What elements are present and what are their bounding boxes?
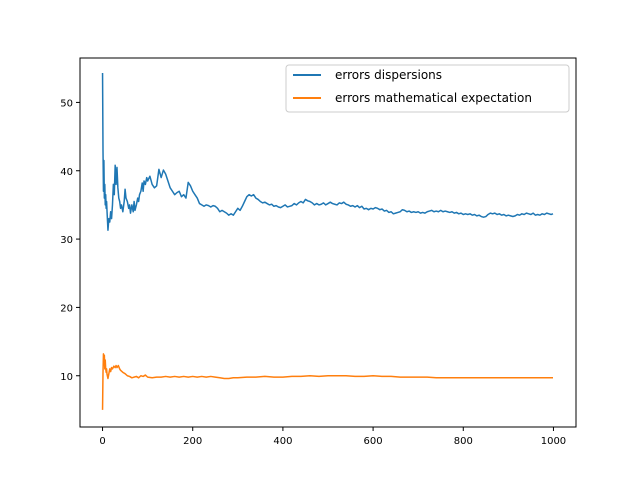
x-tick-label: 200 [183,436,202,447]
x-tick-label: 0 [99,436,105,447]
series-line-errors-dispersions [101,73,554,231]
legend-box [285,64,570,113]
x-tick-label: 600 [364,436,383,447]
y-tick-label: 50 [60,98,73,109]
x-tick-label: 400 [273,436,292,447]
y-tick-label: 40 [60,167,73,178]
x-tick-label: 800 [454,436,473,447]
legend-label-errors-dispersions: errors dispersions [335,68,442,82]
legend-label-errors-mathematical-expectation: errors mathematical expectation [335,91,532,105]
legend: errors dispersions errors mathematical e… [285,64,570,113]
y-tick-label: 20 [60,303,73,314]
y-tick-label: 30 [60,235,73,246]
axis-layer: 0 200 400 600 800 1000 10 20 30 40 50 [60,98,566,447]
x-tick-label: 1000 [541,436,566,447]
plot-frame [79,57,577,428]
series-layer [101,73,554,410]
series-line-errors-mathematical-expectation [101,353,553,410]
y-tick-label: 10 [60,372,73,383]
